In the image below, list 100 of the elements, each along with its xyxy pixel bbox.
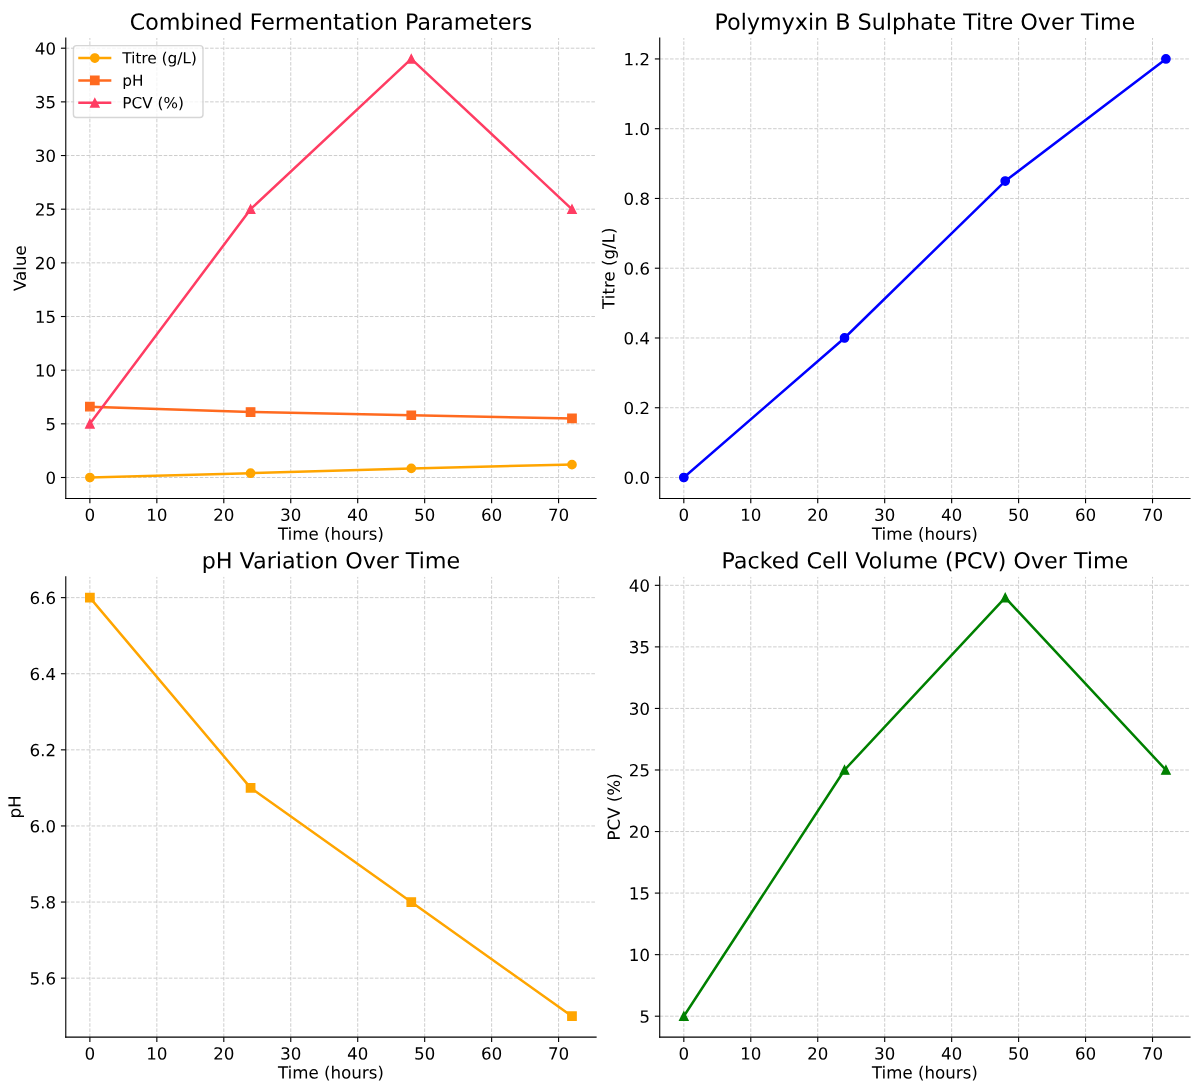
point <box>839 765 850 775</box>
x-tick-label: 10 <box>742 508 761 522</box>
y-axis-title: Value <box>13 246 27 291</box>
point <box>85 401 95 412</box>
y-tick-label: 20 <box>36 256 55 270</box>
point <box>567 413 577 424</box>
point <box>85 418 95 429</box>
y-axis-title: pH <box>8 797 24 817</box>
x-tick-label: 0 <box>679 508 689 522</box>
x-tick-label: 20 <box>808 1047 828 1060</box>
y-tick-label: 10 <box>36 364 55 377</box>
point <box>406 54 417 64</box>
x-tick-label: 10 <box>148 1047 167 1060</box>
chart-title: Combined Fermentation Parameters <box>130 12 532 30</box>
y-tick-label: 0.4 <box>624 331 650 345</box>
y-axis-title: PCV (%) <box>607 774 622 839</box>
chart-title: Packed Cell Volume (PCV) Over Time <box>723 551 1128 572</box>
x-tick-label: 20 <box>214 508 234 522</box>
x-tick-label: 30 <box>281 508 301 522</box>
x-axis-title: Time (hours) <box>871 527 977 542</box>
x-tick-label: 60 <box>1076 1047 1096 1060</box>
y-tick-label: 35 <box>36 95 55 109</box>
y-tick-label: 0.0 <box>624 471 649 485</box>
point <box>567 1011 577 1022</box>
point <box>1000 592 1011 603</box>
x-tick-label: 70 <box>1143 508 1163 522</box>
point <box>1161 765 1171 775</box>
y-tick-label: 10 <box>630 948 649 962</box>
y-tick-label: 5.6 <box>30 972 56 985</box>
y-tick-label: 30 <box>630 702 649 715</box>
y-tick-label: 35 <box>630 640 649 654</box>
y-tick-label: 40 <box>629 579 649 592</box>
point <box>85 472 95 483</box>
y-tick-label: 5 <box>46 418 55 431</box>
y-tick-label: 40 <box>35 42 55 55</box>
x-tick-label: 0 <box>85 1047 95 1060</box>
point <box>406 410 417 421</box>
point <box>406 463 417 474</box>
point <box>245 407 256 417</box>
x-tick-label: 50 <box>415 1047 435 1060</box>
legend-label: Titre (g/L) <box>122 51 196 67</box>
x-tick-label: 40 <box>941 1047 962 1060</box>
y-tick-label: 6.0 <box>30 819 55 833</box>
chart-title: pH Variation Over Time <box>203 551 459 573</box>
point <box>567 459 577 470</box>
y-tick-label: 25 <box>36 203 55 216</box>
x-tick-label: 60 <box>1076 508 1096 522</box>
x-tick-label: 50 <box>415 508 435 522</box>
x-tick-label: 70 <box>1143 1047 1163 1060</box>
x-tick-label: 0 <box>85 508 95 522</box>
y-tick-label: 1.2 <box>625 52 649 66</box>
x-tick-label: 40 <box>347 1047 368 1060</box>
x-tick-label: 20 <box>808 508 828 522</box>
x-tick-label: 30 <box>875 1047 895 1060</box>
point <box>406 897 417 907</box>
x-axis-title: Time (hours) <box>871 1065 977 1081</box>
legend-label: pH <box>123 74 142 89</box>
x-tick-label: 50 <box>1009 508 1029 522</box>
x-tick-label: 0 <box>679 1047 689 1060</box>
x-tick-label: 30 <box>281 1047 301 1060</box>
x-tick-label: 50 <box>1009 1047 1029 1060</box>
y-tick-label: 30 <box>36 149 55 163</box>
point <box>245 204 256 215</box>
y-tick-label: 1.0 <box>625 122 649 136</box>
y-tick-label: 5.8 <box>30 896 55 909</box>
y-tick-label: 0.2 <box>624 401 649 415</box>
y-tick-label: 5 <box>640 1010 649 1023</box>
x-tick-label: 40 <box>941 508 962 522</box>
point <box>245 468 256 479</box>
x-axis-title: Time (hours) <box>277 527 383 542</box>
point <box>1000 176 1011 186</box>
y-tick-label: 20 <box>630 825 649 839</box>
x-tick-label: 60 <box>482 508 502 522</box>
chart-title: Polymyxin B Sulphate Titre Over Time <box>716 12 1135 35</box>
y-tick-label: 6.4 <box>30 667 56 681</box>
x-tick-label: 40 <box>347 508 368 522</box>
point <box>1161 54 1171 64</box>
y-tick-label: 6.6 <box>30 591 56 605</box>
y-axis-title: Titre (g/L) <box>601 228 618 309</box>
y-tick-label: 15 <box>630 887 649 900</box>
y-tick-label: 0 <box>46 471 55 485</box>
point <box>567 204 577 215</box>
x-tick-label: 60 <box>482 1047 502 1060</box>
x-tick-label: 70 <box>549 508 569 522</box>
point <box>678 472 689 483</box>
point <box>85 592 95 603</box>
x-tick-label: 20 <box>214 1047 234 1060</box>
point <box>839 333 850 343</box>
y-tick-label: 15 <box>36 310 55 324</box>
y-tick-label: 0.8 <box>624 192 649 206</box>
y-tick-label: 25 <box>630 763 649 777</box>
x-tick-label: 30 <box>875 508 895 522</box>
x-tick-label: 10 <box>148 508 167 522</box>
y-tick-label: 0.6 <box>624 262 649 275</box>
x-tick-label: 10 <box>742 1047 761 1060</box>
point <box>245 783 256 793</box>
x-tick-label: 70 <box>549 1047 569 1060</box>
y-tick-label: 6.2 <box>30 743 55 757</box>
point <box>678 1011 689 1022</box>
legend-label: PCV (%) <box>123 96 183 111</box>
